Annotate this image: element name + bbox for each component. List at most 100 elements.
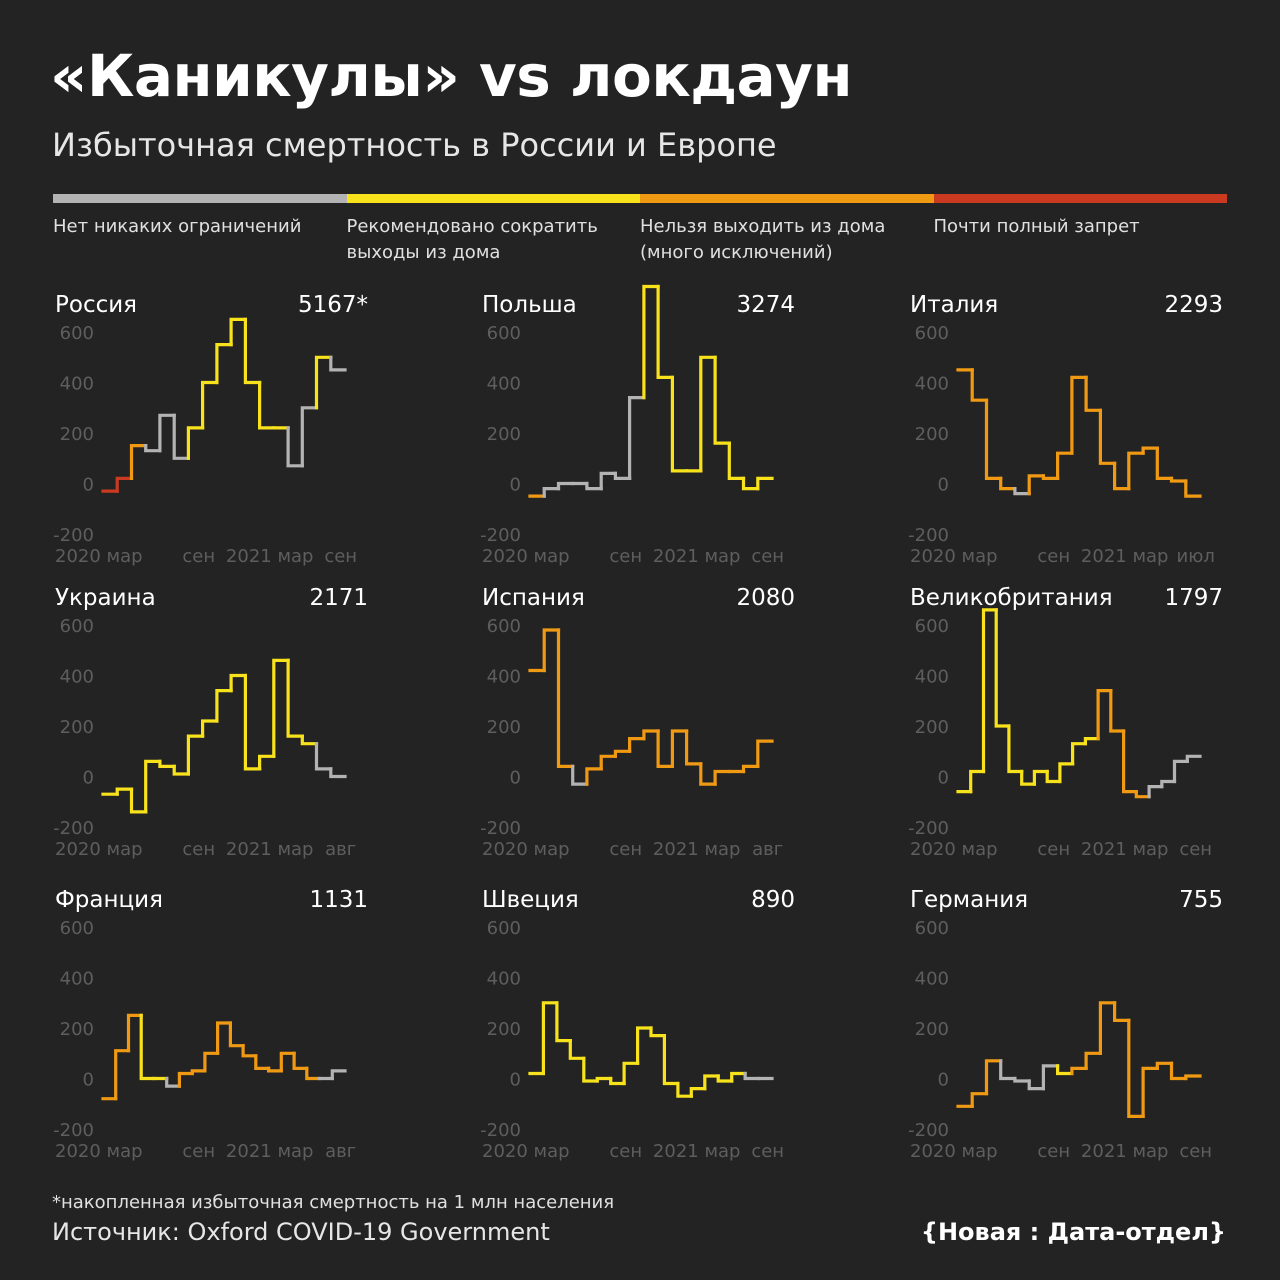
chart-panel: Испания 2080 -200 0 200 400 600 2020 мар сен 2021… [480,585,795,860]
x-tick-label: авг [325,1141,356,1162]
x-tick-label: сен [182,546,215,567]
step-segment [582,1056,599,1083]
step-segment [1169,476,1188,483]
x-tick-label: 2021 мар [226,1141,314,1162]
step-segment [676,1081,693,1098]
step-segment [628,396,646,480]
y-tick-label: 400 [487,374,521,395]
y-tick-label: -200 [908,818,949,839]
step-segment [1184,479,1202,498]
step-segment [267,1066,283,1073]
legend-swatch-stay-home [640,194,934,203]
step-segment [1127,1018,1145,1118]
step-segment [689,1087,707,1098]
step-segment [1109,689,1126,733]
step-segment [741,764,760,774]
y-tick-label: 0 [510,1070,521,1091]
step-segment [165,1076,181,1088]
step-segment [114,1049,131,1101]
step-segment [743,1071,761,1081]
y-tick-label: 400 [915,667,949,688]
step-segment [144,759,162,814]
step-segment [1141,1066,1159,1118]
step-segment [1070,1066,1088,1076]
step-segment [713,769,731,786]
chart-panel: Великобритания 1797 -200 0 200 400 600 2020 мар… [908,585,1223,860]
panel-total-value: 5167* [298,292,368,318]
step-segment [1084,375,1102,412]
panel-total-value: 1797 [1164,585,1223,611]
panel-country-name: Украина [55,585,156,611]
x-tick-label: сен [182,839,215,860]
legend-labels: Нет никаких ограничений Рекомендовано со… [53,214,1227,266]
step-segment [254,1054,271,1070]
chart-panel: Италия 2293 -200 0 200 400 600 2020 мар сен 2021 … [908,292,1223,567]
step-segment [177,1071,194,1088]
x-tick-label: 2021 мар [1081,1141,1169,1162]
step-segment [727,441,746,480]
y-tick-label: 200 [487,424,521,445]
x-tick-label: 2021 мар [226,839,314,860]
y-tick-label: -200 [480,818,521,839]
step-segment [1041,1064,1060,1091]
step-segment [329,767,347,779]
step-segment [542,487,561,498]
y-tick-label: -200 [53,1120,94,1141]
step-segment [984,1059,1003,1096]
step-segment [186,426,205,460]
legend-color-bar [53,194,1227,203]
step-segment [300,734,319,746]
x-tick-label: сен [1037,839,1070,860]
y-tick-label: 600 [915,918,949,939]
step-segment [1122,729,1138,794]
brand-logo: {Новая : Дата-отдел} [920,1218,1226,1246]
chart-panel: Германия 755 -200 0 200 400 600 2020 мар сен 2021… [908,887,1223,1162]
step-segment [741,476,760,491]
step-segment [241,1044,258,1058]
step-segment [656,284,674,379]
legend-swatch-none [53,194,347,203]
x-tick-label: сен [1179,1141,1212,1162]
step-segment [272,658,290,758]
y-tick-label: 0 [938,475,949,496]
step-segment [1155,446,1174,480]
y-tick-label: -200 [480,525,521,546]
x-tick-label: 2020 мар [910,839,998,860]
panel-total-value: 2293 [1164,292,1223,318]
x-tick-label: 2020 мар [482,1141,570,1162]
y-tick-label: 200 [60,424,94,445]
step-segment [613,471,632,480]
step-segment [1113,1001,1131,1022]
panel-total-value: 1131 [309,887,368,913]
step-segment [329,355,347,372]
step-segment [115,476,134,493]
legend-label-full-ban: Почти полный запрет [933,216,1140,237]
step-segment [216,1021,232,1055]
y-tick-label: 600 [915,616,949,637]
x-tick-label: сен [1037,546,1070,567]
x-tick-label: сен [609,839,642,860]
step-segment [243,673,262,771]
y-tick-label: -200 [53,525,94,546]
step-segment [716,1074,734,1083]
step-segment [599,754,617,771]
step-segment [595,1076,613,1083]
step-segment [243,317,262,385]
step-segment [305,1066,322,1081]
step-segment [172,413,190,460]
x-tick-label: 2020 мар [482,839,570,860]
y-tick-label: 200 [487,717,521,738]
step-segment [1084,1051,1102,1070]
step-segment [541,1001,559,1076]
step-segment [585,767,603,786]
step-segment [970,1092,989,1108]
legend-label-none: Нет никаких ограничений [53,216,302,237]
step-segment [999,1059,1017,1081]
panel-country-name: Швеция [482,887,579,913]
y-tick-label: 400 [60,374,94,395]
step-segment [1007,724,1024,774]
step-segment [1071,742,1087,766]
y-tick-label: 400 [487,667,521,688]
step-segment [613,749,632,758]
chart-panel: Швеция 890 -200 0 200 400 600 2020 мар сен 2021 м… [480,887,795,1162]
